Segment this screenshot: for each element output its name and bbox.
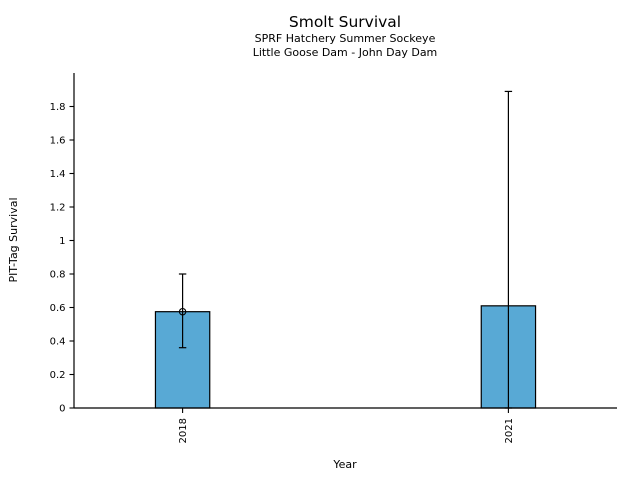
y-tick-label: 1.8 <box>50 102 66 113</box>
y-axis-label: PIT-Tag Survival <box>7 197 20 282</box>
y-tick-label: 0.4 <box>50 337 66 348</box>
y-tick-label: 0.2 <box>50 370 66 381</box>
y-tick-label: 1 <box>59 236 65 247</box>
y-tick-label: 1.2 <box>50 203 66 214</box>
y-tick-label: 1.4 <box>50 169 66 180</box>
chart-subtitle-1: SPRF Hatchery Summer Sockeye <box>255 32 436 45</box>
x-tick-label: 2018 <box>178 418 189 443</box>
y-tick-label: 0.8 <box>50 270 66 281</box>
point-marker <box>178 307 187 316</box>
chart-subtitle-2: Little Goose Dam - John Day Dam <box>253 46 438 59</box>
y-tick-label: 1.6 <box>50 136 66 147</box>
x-tick-label: 2021 <box>504 418 515 443</box>
plot-area: 0 0.2 0.4 0.6 0.8 1 1.2 1.4 1.6 1.8 2018 2021 <box>50 73 617 443</box>
chart-title: Smolt Survival <box>289 13 401 31</box>
y-tick-label: 0.6 <box>50 303 66 314</box>
x-axis-label: Year <box>332 458 357 471</box>
y-tick-label: 0 <box>59 404 65 415</box>
